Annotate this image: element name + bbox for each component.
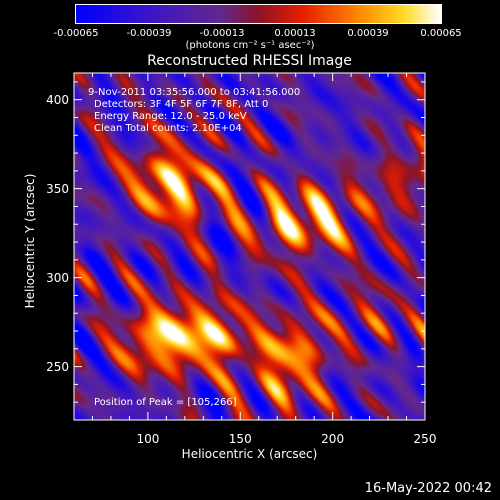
x-tick-label: 100 (136, 432, 160, 446)
colorbar-units: (photons cm⁻² s⁻¹ asec⁻²) (185, 40, 315, 51)
footer-timestamp: 16-May-2022 00:42 (364, 481, 492, 496)
y-axis-label: Heliocentric Y (arcsec) (23, 173, 37, 309)
y-tick-label: 250 (46, 359, 69, 374)
y-tick-label: 300 (46, 270, 69, 285)
plot-frame (73, 72, 426, 421)
colorbar-tick-label: -0.00013 (199, 28, 245, 39)
annotation-time-range: 9-Nov-2011 03:35:56.000 to 03:41:56.000 (88, 87, 301, 98)
y-tick-label: 400 (46, 92, 69, 107)
x-tick-label: 200 (321, 432, 345, 446)
annotation-energy: Energy Range: 12.0 - 25.0 keV (94, 111, 247, 122)
x-tick-label: 250 (413, 432, 437, 446)
x-axis-label: Heliocentric X (arcsec) (181, 447, 318, 461)
colorbar-tick-label: -0.00039 (126, 28, 172, 39)
annotation-peak: Position of Peak = [105,266] (94, 397, 237, 408)
colorbar-tick-label: 0.00039 (347, 28, 389, 39)
y-tick-label: 350 (46, 181, 69, 196)
heatmap-image (74, 73, 425, 420)
axis-ticks (73, 73, 426, 420)
annotation-detectors: Detectors: 3F 4F 5F 6F 7F 8F, Att 0 (94, 99, 269, 110)
annotation-clean: Clean Total counts: 2.10E+04 (94, 123, 242, 134)
colorbar-tick-label: -0.00065 (53, 28, 99, 39)
x-tick-label: 150 (228, 432, 252, 446)
colorbar-tick-label: 0.00065 (420, 28, 462, 39)
colorbar-tick-label: 0.00013 (274, 28, 316, 39)
chart-title: Reconstructed RHESSI Image (147, 53, 352, 69)
colorbar (75, 4, 442, 24)
